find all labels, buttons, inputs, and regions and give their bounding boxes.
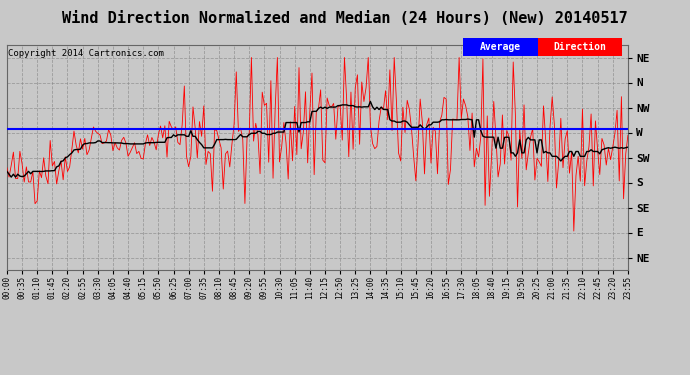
Text: Copyright 2014 Cartronics.com: Copyright 2014 Cartronics.com <box>8 50 164 58</box>
Bar <box>538 38 622 56</box>
Text: Direction: Direction <box>553 42 607 52</box>
Bar <box>464 38 538 56</box>
Text: Average: Average <box>480 42 521 52</box>
Text: Wind Direction Normalized and Median (24 Hours) (New) 20140517: Wind Direction Normalized and Median (24… <box>62 11 628 26</box>
